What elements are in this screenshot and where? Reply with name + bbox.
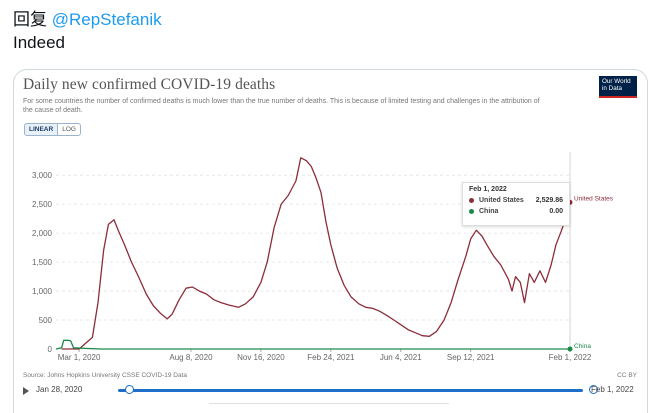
tooltip-china-name: China bbox=[479, 208, 499, 215]
chart-subtitle: For some countries the number of confirm… bbox=[23, 98, 540, 114]
x-tick-label: Jun 4, 2021 bbox=[380, 353, 422, 362]
reply-prefix: 回复 bbox=[13, 10, 47, 29]
y-tick-label: 1,500 bbox=[32, 258, 53, 267]
tooltip-us-name: United States bbox=[479, 197, 524, 204]
series-line-china bbox=[55, 339, 570, 350]
timeline-start-handle[interactable] bbox=[125, 385, 134, 394]
chart-source: Source: Johns Hopkins University CSSE CO… bbox=[23, 372, 188, 379]
x-tick-label: Feb 24, 2021 bbox=[307, 353, 355, 362]
tweet-text: Indeed bbox=[13, 33, 65, 52]
y-tick-label: 3,000 bbox=[32, 171, 53, 180]
tooltip-row-us: United States 2,529.86 bbox=[469, 197, 563, 204]
china-dot-icon bbox=[469, 209, 474, 214]
series-end-label: China bbox=[574, 343, 591, 350]
series-end-label: United States bbox=[574, 195, 614, 202]
card-divider bbox=[209, 403, 449, 404]
chart-tooltip: Feb 1, 2022 United States 2,529.86 China… bbox=[462, 182, 570, 226]
chart-card[interactable]: Daily new confirmed COVID-19 deaths For … bbox=[13, 69, 648, 413]
x-tick-label: Feb 1, 2022 bbox=[549, 353, 592, 362]
series-endpoint bbox=[567, 346, 573, 352]
timeline-end-handle[interactable] bbox=[589, 385, 598, 394]
owid-logo: Our World in Data bbox=[599, 76, 637, 98]
reply-line: 回复 @RepStefanik bbox=[13, 5, 162, 30]
y-tick-label: 1,000 bbox=[32, 287, 53, 296]
x-tick-label: Aug 8, 2020 bbox=[169, 353, 213, 362]
series-line-united-states bbox=[61, 157, 571, 350]
chart-license[interactable]: CC BY bbox=[617, 372, 637, 379]
play-icon[interactable] bbox=[23, 387, 29, 395]
x-tick-label: Sep 12, 2021 bbox=[447, 353, 495, 362]
timeline-end-label: Feb 1, 2022 bbox=[591, 385, 634, 394]
tooltip-row-china: China 0.00 bbox=[469, 208, 563, 215]
us-dot-icon bbox=[469, 198, 474, 203]
y-tick-label: 500 bbox=[39, 316, 53, 325]
tooltip-date: Feb 1, 2022 bbox=[469, 186, 507, 193]
linear-scale-button[interactable]: LINEAR bbox=[24, 123, 59, 136]
y-tick-label: 2,500 bbox=[32, 200, 53, 209]
x-tick-label: Nov 16, 2020 bbox=[237, 353, 285, 362]
timeline-track[interactable] bbox=[118, 389, 583, 392]
log-scale-button[interactable]: LOG bbox=[58, 123, 81, 136]
timeline-start-label: Jan 28, 2020 bbox=[36, 385, 83, 394]
tooltip-china-value: 0.00 bbox=[549, 208, 563, 215]
y-tick-label: 2,000 bbox=[32, 229, 53, 238]
scale-toggle: LINEAR LOG bbox=[24, 123, 81, 136]
x-tick-label: Mar 1, 2020 bbox=[58, 353, 101, 362]
timeline: Jan 28, 2020 Feb 1, 2022 bbox=[23, 384, 643, 400]
tooltip-us-value: 2,529.86 bbox=[535, 197, 563, 204]
mention-link[interactable]: @RepStefanik bbox=[51, 10, 162, 29]
chart-title: Daily new confirmed COVID-19 deaths bbox=[23, 76, 276, 93]
y-tick-label: 0 bbox=[48, 345, 53, 354]
